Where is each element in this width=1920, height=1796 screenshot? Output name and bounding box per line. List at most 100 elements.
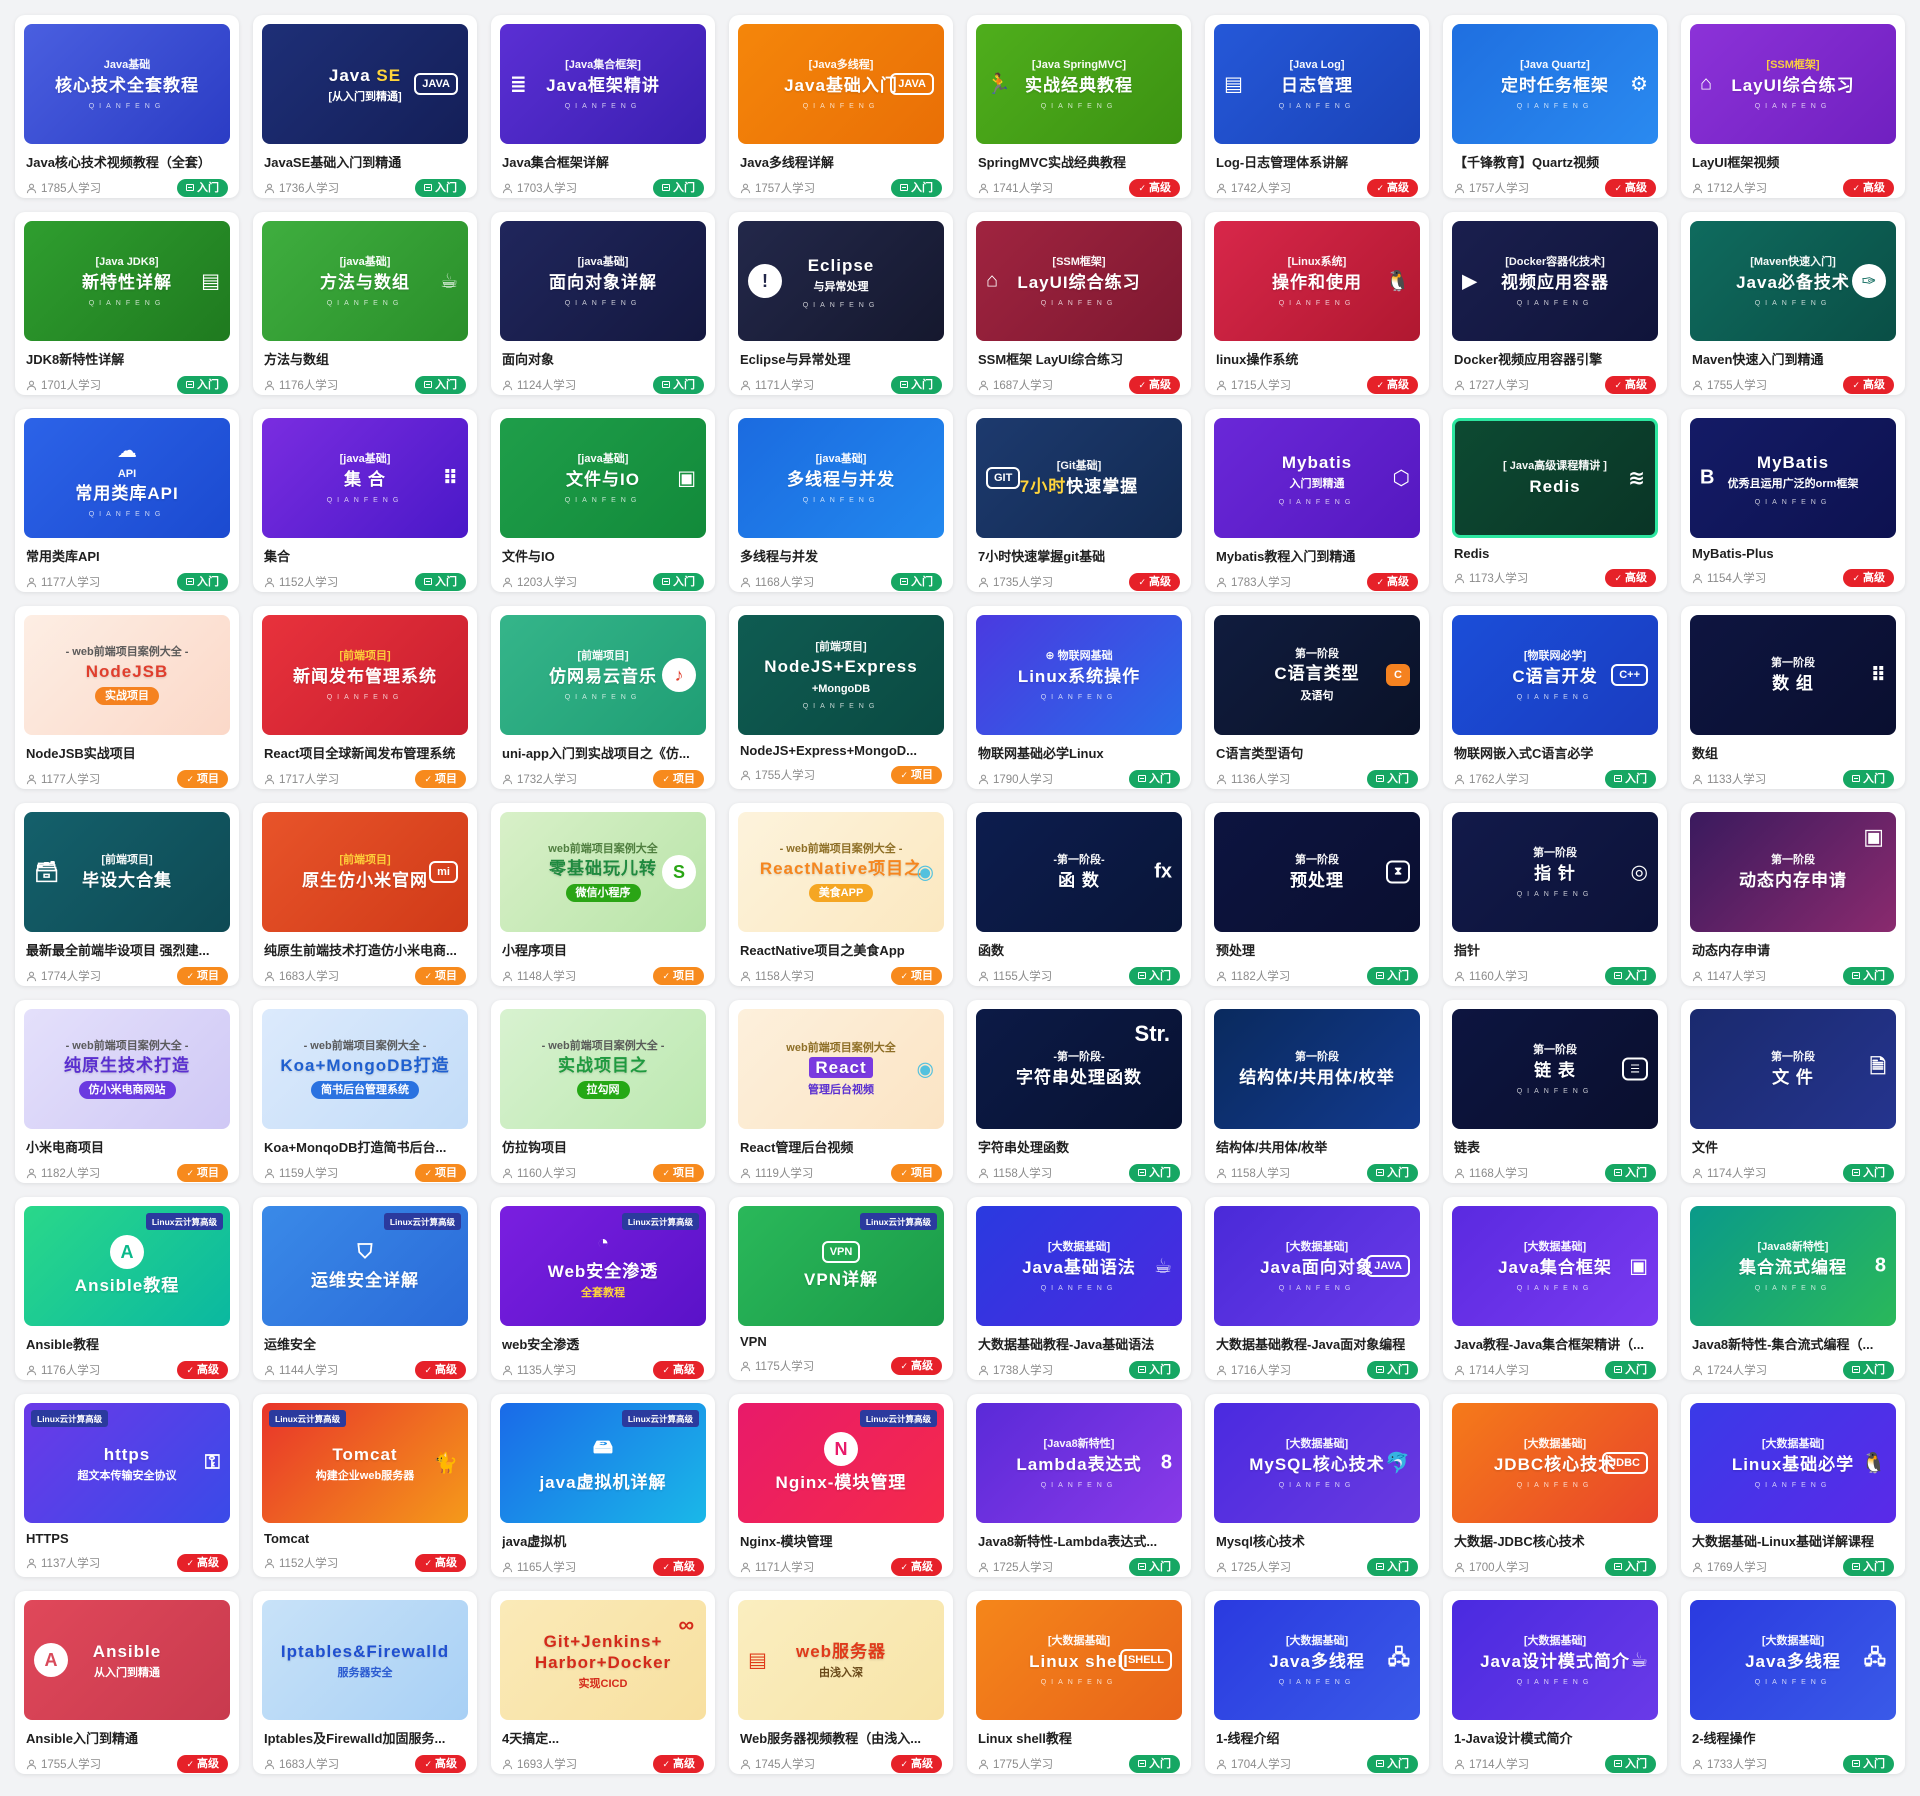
course-card[interactable]: ▣ [java基础] 文件与IO QIANFENG 文件与IO 1203人学习 … bbox=[491, 409, 715, 592]
course-title[interactable]: Eclipse与异常处理 bbox=[740, 352, 851, 367]
course-card[interactable]: ! Eclipse 与异常处理 QIANFENG Eclipse与异常处理 11… bbox=[729, 212, 953, 395]
course-title[interactable]: Java8新特性-Lambda表达式... bbox=[978, 1534, 1158, 1549]
course-title[interactable]: Docker视频应用容器引擎 bbox=[1454, 352, 1603, 367]
course-card[interactable]: ▶ [Docker容器化技术] 视频应用容器 QIANFENG Docker视频… bbox=[1443, 212, 1667, 395]
course-card[interactable]: 🗃 [前端项目] 毕设大合集 最新最全前端毕设项目 强烈建... 1774人学习… bbox=[15, 803, 239, 986]
course-title[interactable]: Java集合框架详解 bbox=[502, 155, 609, 170]
course-title[interactable]: JDK8新特性详解 bbox=[26, 352, 125, 367]
course-title[interactable]: 函数 bbox=[978, 943, 1005, 958]
course-title[interactable]: 数组 bbox=[1692, 746, 1719, 761]
course-title[interactable]: SSM框架 LayUI综合练习 bbox=[978, 352, 1124, 367]
course-card[interactable]: Iptables&Firewalld 服务器安全 Iptables及Firewa… bbox=[253, 1591, 477, 1774]
course-title[interactable]: Web服务器视频教程（由浅入... bbox=[740, 1731, 922, 1746]
course-title[interactable]: 运维安全 bbox=[264, 1337, 317, 1352]
course-card[interactable]: ⌂ [SSM框架] LayUI综合练习 QIANFENG SSM框架 LayUI… bbox=[967, 212, 1191, 395]
course-card[interactable]: ☕ [java基础] 方法与数组 QIANFENG 方法与数组 1176人学习 … bbox=[253, 212, 477, 395]
course-card[interactable]: ⊕ 物联网基础 Linux系统操作 QIANFENG 物联网基础必学Linux … bbox=[967, 606, 1191, 789]
course-title[interactable]: JavaSE基础入门到精通 bbox=[264, 155, 402, 170]
course-title[interactable]: 集合 bbox=[264, 549, 291, 564]
course-card[interactable]: ⧗ 第一阶段 预处理 预处理 1182人学习 入门 bbox=[1205, 803, 1429, 986]
course-title[interactable]: 小米电商项目 bbox=[26, 1140, 105, 1155]
course-card[interactable]: ◉ web前端项目案例大全 React 管理后台视频 React管理后台视频 1… bbox=[729, 1000, 953, 1183]
course-card[interactable]: fx -第一阶段- 函 数 函数 1155人学习 入门 bbox=[967, 803, 1191, 986]
course-card[interactable]: JAVA Java SE [从入门到精通] JavaSE基础入门到精通 1736… bbox=[253, 15, 477, 198]
course-title[interactable]: 1-Java设计模式简介 bbox=[1454, 1731, 1573, 1746]
course-card[interactable]: 🏃 [Java SpringMVC] 实战经典教程 QIANFENG Sprin… bbox=[967, 15, 1191, 198]
course-card[interactable]: SHELL [大数据基础] Linux shell QIANFENG Linux… bbox=[967, 1591, 1191, 1774]
course-title[interactable]: 物联网嵌入式C语言必学 bbox=[1454, 746, 1594, 761]
course-card[interactable]: - web前端项目案例大全 - Koa+MongoDB打造 简书后台管理系统 K… bbox=[253, 1000, 477, 1183]
course-card[interactable]: Linux云计算高级 🐈 Tomcat 构建企业web服务器 Tomcat 11… bbox=[253, 1394, 477, 1577]
course-title[interactable]: 指针 bbox=[1454, 943, 1481, 958]
course-title[interactable]: 大数据基础教程-Java基础语法 bbox=[978, 1337, 1155, 1352]
course-title[interactable]: java虚拟机 bbox=[502, 1534, 567, 1549]
course-title[interactable]: uni-app入门到实战项目之《仿... bbox=[502, 746, 690, 761]
course-title[interactable]: Tomcat bbox=[264, 1531, 310, 1546]
course-card[interactable]: - web前端项目案例大全 - NodeJSB 实战项目 NodeJSB实战项目… bbox=[15, 606, 239, 789]
course-card[interactable]: ▣ [大数据基础] Java集合框架 QIANFENG Java教程-Java集… bbox=[1443, 1197, 1667, 1380]
course-title[interactable]: Log-日志管理体系讲解 bbox=[1216, 155, 1349, 170]
course-title[interactable]: Java核心技术视频教程（全套） bbox=[26, 155, 211, 170]
course-title[interactable]: 文件与IO bbox=[502, 549, 555, 564]
course-card[interactable]: C++ [物联网必学] C语言开发 QIANFENG 物联网嵌入式C语言必学 1… bbox=[1443, 606, 1667, 789]
course-card[interactable]: Linux云计算高级 ⚿ https 超文本传输安全协议 HTTPS 1137人… bbox=[15, 1394, 239, 1577]
course-card[interactable]: ▣ 第一阶段 动态内存申请 动态内存申请 1147人学习 入门 bbox=[1681, 803, 1905, 986]
course-title[interactable]: 多线程与并发 bbox=[740, 549, 819, 564]
course-card[interactable]: 第一阶段 结构体/共用体/枚举 结构体/共用体/枚举 1158人学习 入门 bbox=[1205, 1000, 1429, 1183]
course-title[interactable]: Ansible入门到精通 bbox=[26, 1731, 138, 1746]
course-card[interactable]: C 第一阶段 C语言类型 及语句 C语言类型语句 1136人学习 入门 bbox=[1205, 606, 1429, 789]
course-card[interactable]: ⬡ Mybatis 入门到精通 QIANFENG Mybatis教程入门到精通 … bbox=[1205, 409, 1429, 592]
course-title[interactable]: 常用类库API bbox=[26, 549, 100, 564]
course-title[interactable]: React项目全球新闻发布管理系统 bbox=[264, 746, 456, 761]
course-card[interactable]: JDBC [大数据基础] JDBC核心技术 QIANFENG 大数据-JDBC核… bbox=[1443, 1394, 1667, 1577]
course-title[interactable]: 面向对象 bbox=[502, 352, 555, 367]
course-card[interactable]: [java基础] 多线程与并发 QIANFENG 多线程与并发 1168人学习 … bbox=[729, 409, 953, 592]
course-title[interactable]: web安全渗透 bbox=[502, 1337, 580, 1352]
course-card[interactable]: Str. -第一阶段- 字符串处理函数 字符串处理函数 1158人学习 入门 bbox=[967, 1000, 1191, 1183]
course-card[interactable]: ♪ [前端项目] 仿网易云音乐 QIANFENG uni-app入门到实战项目之… bbox=[491, 606, 715, 789]
course-title[interactable]: 【千锋教育】Quartz视频 bbox=[1454, 155, 1600, 170]
course-card[interactable]: A Ansible 从入门到精通 Ansible入门到精通 1755人学习 ✓ … bbox=[15, 1591, 239, 1774]
course-card[interactable]: ≣ [Java集合框架] Java框架精讲 QIANFENG Java集合框架详… bbox=[491, 15, 715, 198]
course-title[interactable]: VPN bbox=[740, 1334, 767, 1349]
course-title[interactable]: NodeJS+Express+MongoD... bbox=[740, 743, 917, 758]
course-title[interactable]: 大数据基础教程-Java面对象编程 bbox=[1216, 1337, 1406, 1352]
course-title[interactable]: Nginx-模块管理 bbox=[740, 1534, 833, 1549]
course-card[interactable]: Linux云计算高级 N Nginx-模块管理 Nginx-模块管理 1171人… bbox=[729, 1394, 953, 1577]
course-card[interactable]: [java基础] 面向对象详解 QIANFENG 面向对象 1124人学习 入门 bbox=[491, 212, 715, 395]
course-card[interactable]: Linux云计算高级 ◔ Web安全渗透 全套教程 web安全渗透 1135人学… bbox=[491, 1197, 715, 1380]
course-card[interactable]: 🐬 [大数据基础] MySQL核心技术 QIANFENG Mysql核心技术 1… bbox=[1205, 1394, 1429, 1577]
course-title[interactable]: 方法与数组 bbox=[264, 352, 330, 367]
course-card[interactable]: ▤ web服务器 由浅入深 Web服务器视频教程（由浅入... 1745人学习 … bbox=[729, 1591, 953, 1774]
course-title[interactable]: Maven快速入门到精通 bbox=[1692, 352, 1824, 367]
course-card[interactable]: Java基础 核心技术全套教程 QIANFENG Java核心技术视频教程（全套… bbox=[15, 15, 239, 198]
course-title[interactable]: ReactNative项目之美食App bbox=[740, 943, 905, 958]
course-title[interactable]: 仿拉钩项目 bbox=[502, 1140, 568, 1155]
course-card[interactable]: ⌂ [SSM框架] LayUI综合练习 QIANFENG LayUI框架视频 1… bbox=[1681, 15, 1905, 198]
course-title[interactable]: 结构体/共用体/枚举 bbox=[1216, 1140, 1328, 1155]
course-card[interactable]: 🗎 第一阶段 文 件 文件 1174人学习 入门 bbox=[1681, 1000, 1905, 1183]
course-card[interactable]: ⚙ [Java Quartz] 定时任务框架 QIANFENG 【千锋教育】Qu… bbox=[1443, 15, 1667, 198]
course-card[interactable]: JAVA [大数据基础] Java面向对象 QIANFENG 大数据基础教程-J… bbox=[1205, 1197, 1429, 1380]
course-card[interactable]: ☕ [大数据基础] Java基础语法 QIANFENG 大数据基础教程-Java… bbox=[967, 1197, 1191, 1380]
course-title[interactable]: Java8新特性-集合流式编程（... bbox=[1692, 1337, 1874, 1352]
course-title[interactable]: linux操作系统 bbox=[1216, 352, 1299, 367]
course-card[interactable]: ☁ API 常用类库API QIANFENG 常用类库API 1177人学习 入… bbox=[15, 409, 239, 592]
course-title[interactable]: 动态内存申请 bbox=[1692, 943, 1771, 958]
course-card[interactable]: [前端项目] 新闻发布管理系统 QIANFENG React项目全球新闻发布管理… bbox=[253, 606, 477, 789]
course-title[interactable]: 1-线程介绍 bbox=[1216, 1731, 1280, 1746]
course-card[interactable]: B MyBatis 优秀且运用广泛的orm框架 QIANFENG MyBatis… bbox=[1681, 409, 1905, 592]
course-card[interactable]: Linux云计算高级 A Ansible教程 Ansible教程 1176人学习… bbox=[15, 1197, 239, 1380]
course-card[interactable]: - web前端项目案例大全 - 实战项目之 拉勾网 仿拉钩项目 1160人学习 … bbox=[491, 1000, 715, 1183]
course-card[interactable]: ▤ [Java Log] 日志管理 QIANFENG Log-日志管理体系讲解 … bbox=[1205, 15, 1429, 198]
course-card[interactable]: S web前端项目案例大全 零基础玩儿转 微信小程序 小程序项目 1148人学习… bbox=[491, 803, 715, 986]
course-title[interactable]: 7小时快速掌握git基础 bbox=[978, 549, 1106, 564]
course-card[interactable]: Linux云计算高级 🖴 java虚拟机详解 java虚拟机 1165人学习 ✓… bbox=[491, 1394, 715, 1577]
course-title[interactable]: SpringMVC实战经典教程 bbox=[978, 155, 1127, 170]
course-card[interactable]: 8 [Java8新特性] 集合流式编程 QIANFENG Java8新特性-集合… bbox=[1681, 1197, 1905, 1380]
course-title[interactable]: Mysql核心技术 bbox=[1216, 1534, 1305, 1549]
course-title[interactable]: Iptables及Firewalld加固服务... bbox=[264, 1731, 446, 1746]
course-title[interactable]: 链表 bbox=[1454, 1140, 1481, 1155]
course-card[interactable]: Linux云计算高级 VPN VPN详解 VPN 1175人学习 ✓ 高级 bbox=[729, 1197, 953, 1380]
course-title[interactable]: MyBatis-Plus bbox=[1692, 546, 1774, 561]
